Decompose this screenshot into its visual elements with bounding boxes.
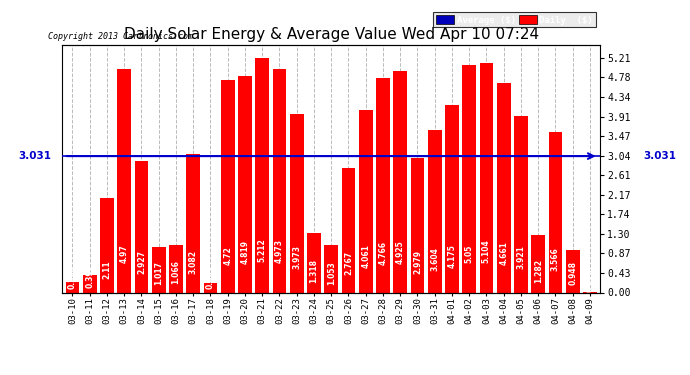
Text: 4.973: 4.973 <box>275 239 284 263</box>
Text: 2.767: 2.767 <box>344 251 353 275</box>
Bar <box>117 69 131 292</box>
Bar <box>342 168 355 292</box>
Bar <box>428 130 442 292</box>
Text: 3.973: 3.973 <box>292 245 302 269</box>
Text: 2.979: 2.979 <box>413 250 422 274</box>
Text: 2.927: 2.927 <box>137 251 146 274</box>
Text: 4.97: 4.97 <box>119 244 129 263</box>
Bar <box>324 245 338 292</box>
Bar <box>411 159 424 292</box>
Text: 1.282: 1.282 <box>533 260 543 284</box>
Bar <box>186 154 200 292</box>
Bar <box>204 284 217 292</box>
Bar <box>566 250 580 292</box>
Text: 0.948: 0.948 <box>568 261 578 285</box>
Text: 4.175: 4.175 <box>447 244 457 268</box>
Bar <box>238 76 252 292</box>
Text: 3.921: 3.921 <box>516 245 526 269</box>
Text: Copyright 2013 Cartronics.com: Copyright 2013 Cartronics.com <box>48 32 193 41</box>
Bar <box>273 69 286 292</box>
Bar <box>480 63 493 292</box>
Text: 0.013: 0.013 <box>585 268 595 292</box>
Bar <box>169 244 183 292</box>
Text: 1.066: 1.066 <box>171 261 181 285</box>
Bar <box>83 275 97 292</box>
Text: 3.566: 3.566 <box>551 247 560 271</box>
Bar <box>462 65 476 292</box>
Text: 1.017: 1.017 <box>154 261 164 285</box>
Text: 4.925: 4.925 <box>395 240 405 264</box>
Text: 4.661: 4.661 <box>499 241 509 265</box>
Bar <box>307 233 321 292</box>
Legend: Average ($), Daily  ($): Average ($), Daily ($) <box>433 12 595 27</box>
Text: 5.104: 5.104 <box>482 239 491 263</box>
Bar <box>445 105 459 292</box>
Bar <box>255 58 269 292</box>
Bar <box>221 80 235 292</box>
Text: 1.318: 1.318 <box>309 259 319 283</box>
Text: 4.819: 4.819 <box>240 240 250 264</box>
Text: 3.031: 3.031 <box>643 151 676 161</box>
Bar <box>100 198 114 292</box>
Text: 4.72: 4.72 <box>223 246 233 265</box>
Text: 3.604: 3.604 <box>430 247 440 271</box>
Bar <box>393 71 407 292</box>
Text: 3.031: 3.031 <box>19 151 52 161</box>
Bar <box>549 132 562 292</box>
Bar <box>66 282 79 292</box>
Text: 1.053: 1.053 <box>326 261 336 285</box>
Title: Daily Solar Energy & Average Value Wed Apr 10 07:24: Daily Solar Energy & Average Value Wed A… <box>124 27 539 42</box>
Text: 2.11: 2.11 <box>102 260 112 279</box>
Text: 5.212: 5.212 <box>257 238 267 262</box>
Text: 0.228: 0.228 <box>68 265 77 289</box>
Bar <box>497 83 511 292</box>
Bar <box>290 114 304 292</box>
Text: 0.392: 0.392 <box>85 264 95 288</box>
Text: 5.05: 5.05 <box>464 244 474 263</box>
Bar <box>152 247 166 292</box>
Bar <box>376 78 390 292</box>
Bar <box>514 116 528 292</box>
Text: 4.766: 4.766 <box>378 240 388 264</box>
Bar <box>135 161 148 292</box>
Text: 4.061: 4.061 <box>361 244 371 268</box>
Bar <box>531 235 545 292</box>
Text: 3.082: 3.082 <box>188 250 198 274</box>
Text: 0.201: 0.201 <box>206 265 215 289</box>
Bar <box>359 110 373 292</box>
